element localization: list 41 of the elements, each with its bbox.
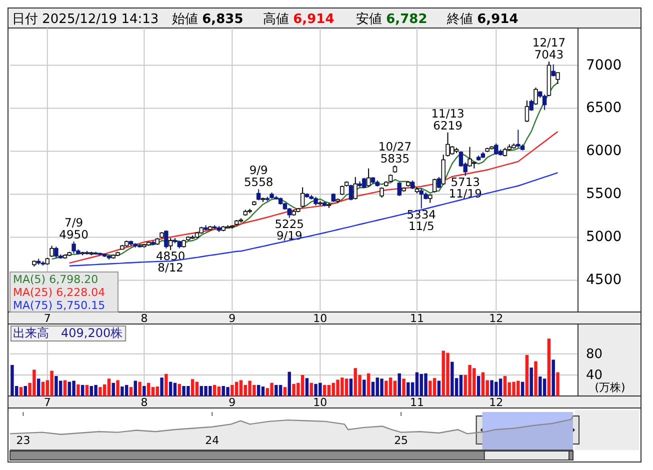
annotation: 10/27 5835	[378, 139, 412, 166]
y-axis-title: (万株)	[594, 381, 626, 394]
y-tick-label: 4500	[586, 272, 622, 288]
y-tick-label: 5000	[586, 229, 622, 246]
x-tick-label: 12	[489, 396, 504, 409]
y-tick-label: 7000	[586, 57, 622, 74]
x-tick-label: 7	[44, 396, 51, 409]
chart-title: 出来高 409,200株	[13, 326, 123, 340]
y-tick-label: 5500	[586, 186, 622, 202]
text: 安値 6,782	[356, 11, 428, 27]
x-tick-label: 10	[313, 312, 328, 325]
x-tick-label: 9	[228, 396, 236, 409]
y-tick-label: 40	[586, 367, 603, 383]
x-tick-label: 7	[44, 312, 51, 325]
x-tick-label: 12	[489, 312, 504, 325]
x-tick-label: 9	[228, 312, 236, 325]
x-tick-label: 8	[140, 396, 148, 409]
annotation: 5713 11/19	[448, 174, 482, 200]
y-tick-label: 80	[586, 346, 603, 362]
annotation: 5225 9/19	[274, 216, 304, 242]
x-tick-label: 11	[410, 396, 424, 409]
text: 高値 6,914	[263, 11, 334, 27]
legend: MA(5) 6,798.20 MA(25) 6,228.04 MA(75) 5,750.15	[10, 272, 118, 312]
annotation: 9/9 5558	[244, 163, 274, 190]
y-tick-label: 6000	[586, 143, 622, 160]
x-tick-label: 11	[410, 312, 424, 325]
x-tick-label: 24	[205, 434, 220, 447]
annotation: 5334 11/5	[406, 207, 436, 233]
annotation: 12/17 7043	[532, 36, 566, 62]
annotation: 4850 8/12	[156, 249, 186, 275]
chart-title: 日付 2025/12/19 14:13	[12, 12, 159, 27]
text: 始値 6,835	[172, 12, 244, 27]
x-tick-label: 8	[140, 312, 148, 325]
annotation: 11/13 6219	[431, 106, 464, 132]
text: 終値 6,914	[446, 12, 518, 27]
x-tick-label: 23	[16, 434, 30, 447]
series-label: MA(5) 6,798.20	[13, 273, 98, 286]
x-tick-label: 10	[313, 396, 328, 409]
x-tick-label: 25	[394, 434, 408, 447]
annotation: 7/9 4950	[59, 216, 88, 242]
y-tick-label: 6500	[586, 100, 622, 116]
